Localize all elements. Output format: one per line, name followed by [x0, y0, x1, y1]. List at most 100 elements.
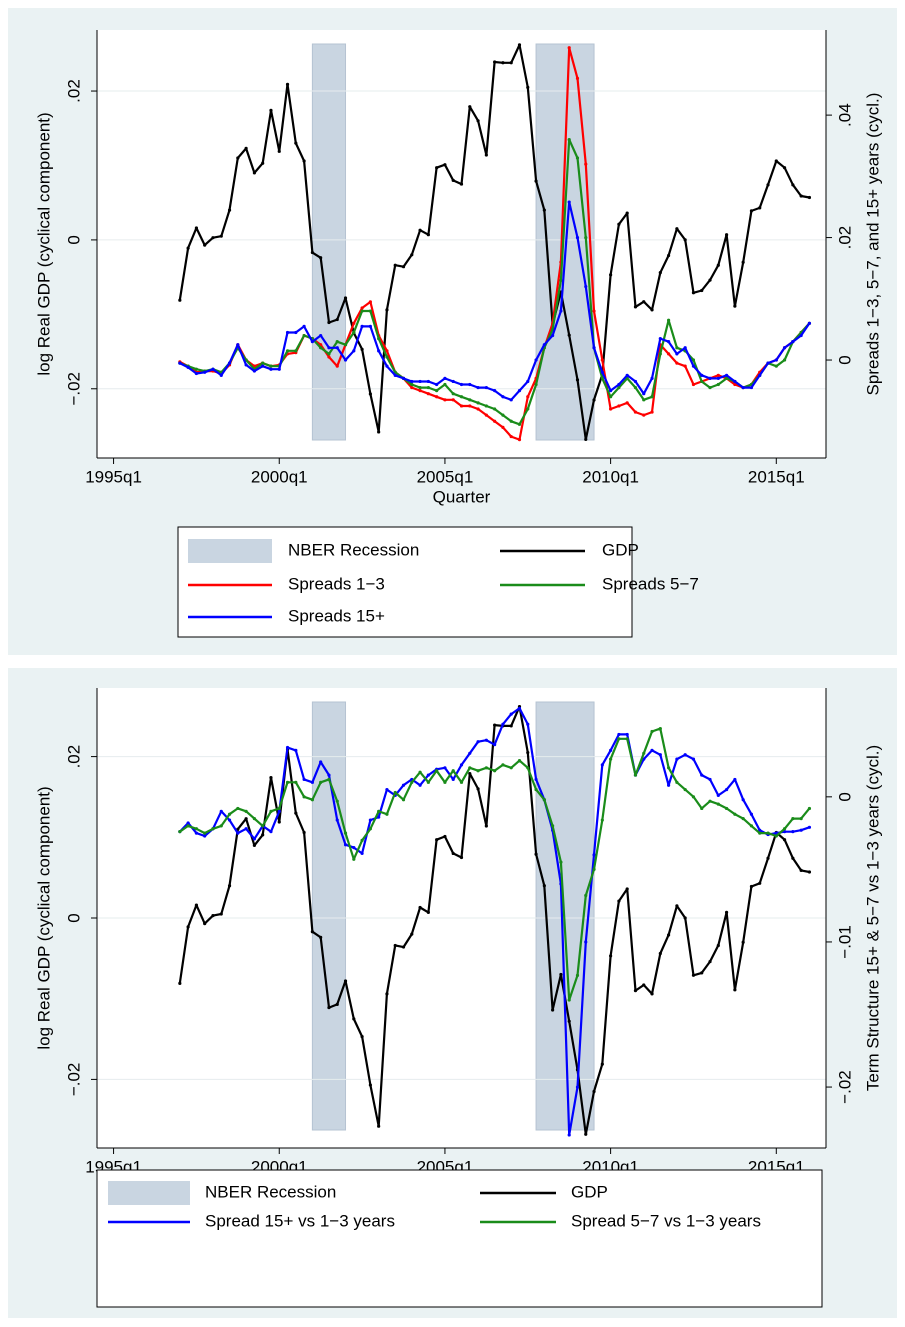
data-point: [567, 998, 571, 1002]
data-point: [343, 979, 348, 983]
data-point: [683, 787, 687, 792]
data-point: [526, 395, 530, 399]
data-point: [435, 838, 439, 842]
y-tick-label: .02: [64, 745, 83, 769]
data-point: [575, 378, 580, 382]
data-point: [360, 347, 364, 351]
data-point: [733, 988, 737, 992]
data-point: [227, 208, 232, 212]
data-point: [178, 361, 182, 365]
data-point: [791, 856, 795, 860]
data-point: [567, 46, 571, 50]
data-point: [368, 392, 372, 396]
data-point: [691, 795, 696, 799]
data-point: [493, 407, 497, 411]
data-point: [269, 364, 273, 368]
data-point: [683, 753, 687, 757]
data-point: [592, 867, 596, 871]
data-point: [219, 824, 223, 828]
data-point: [716, 802, 720, 806]
data-point: [468, 398, 472, 402]
data-point: [236, 156, 240, 160]
data-point: [343, 831, 348, 835]
x-tick-label: 2000q1: [251, 467, 308, 486]
x-axis-title: Quarter: [433, 487, 491, 506]
data-point: [691, 358, 696, 362]
data-point: [600, 763, 604, 767]
data-point: [517, 438, 522, 442]
data-point: [186, 824, 190, 828]
data-point: [393, 263, 397, 267]
data-point: [451, 769, 455, 773]
data-point: [749, 824, 754, 828]
data-point: [426, 780, 430, 784]
data-point: [584, 1132, 588, 1136]
data-point: [368, 1083, 372, 1087]
data-point: [227, 361, 232, 365]
data-point: [741, 798, 745, 802]
data-point: [807, 321, 812, 325]
data-point: [609, 395, 613, 399]
data-point: [575, 235, 580, 240]
data-point: [667, 253, 671, 258]
data-point: [443, 382, 447, 387]
data-point: [327, 1005, 331, 1010]
data-point: [319, 256, 323, 260]
data-point: [418, 389, 422, 393]
data-point: [667, 340, 671, 344]
data-point: [567, 333, 571, 337]
data-point: [393, 790, 397, 795]
data-point: [476, 119, 480, 123]
data-point: [600, 818, 604, 822]
data-point: [178, 298, 182, 302]
data-point: [426, 385, 430, 390]
data-point: [501, 395, 505, 399]
data-point: [517, 706, 522, 710]
data-point: [451, 851, 455, 856]
data-point: [567, 1019, 571, 1023]
data-point: [435, 389, 439, 393]
data-point: [236, 806, 240, 811]
data-point: [343, 843, 348, 847]
data-point: [269, 830, 273, 834]
data-point: [501, 763, 505, 767]
data-point: [451, 392, 455, 396]
data-point: [418, 770, 422, 774]
data-point: [617, 385, 621, 390]
data-point: [203, 922, 207, 926]
data-point: [609, 748, 613, 752]
data-point: [584, 437, 588, 441]
data-point: [625, 737, 629, 741]
data-point: [377, 337, 381, 341]
data-point: [724, 233, 729, 237]
data-point: [716, 793, 720, 797]
data-point: [724, 787, 729, 792]
data-point: [393, 943, 397, 948]
data-point: [517, 389, 522, 393]
data-point: [526, 722, 530, 726]
data-point: [244, 363, 248, 367]
data-point: [708, 278, 712, 282]
data-point: [559, 972, 563, 977]
data-point: [493, 389, 497, 393]
data-point: [584, 893, 588, 898]
data-point: [302, 777, 306, 782]
data-point: [584, 162, 588, 166]
data-point: [642, 751, 646, 755]
data-point: [360, 306, 364, 310]
data-point: [617, 222, 621, 226]
data-point: [774, 834, 778, 838]
data-point: [426, 773, 430, 777]
data-point: [724, 373, 729, 377]
data-point: [377, 815, 381, 819]
data-point: [617, 382, 621, 387]
data-point: [551, 333, 555, 338]
y2-tick-label: .04: [835, 103, 854, 127]
data-point: [658, 337, 662, 341]
data-point: [302, 324, 306, 328]
data-point: [459, 395, 464, 399]
data-point: [650, 992, 654, 996]
data-point: [633, 385, 638, 390]
data-point: [691, 364, 696, 368]
